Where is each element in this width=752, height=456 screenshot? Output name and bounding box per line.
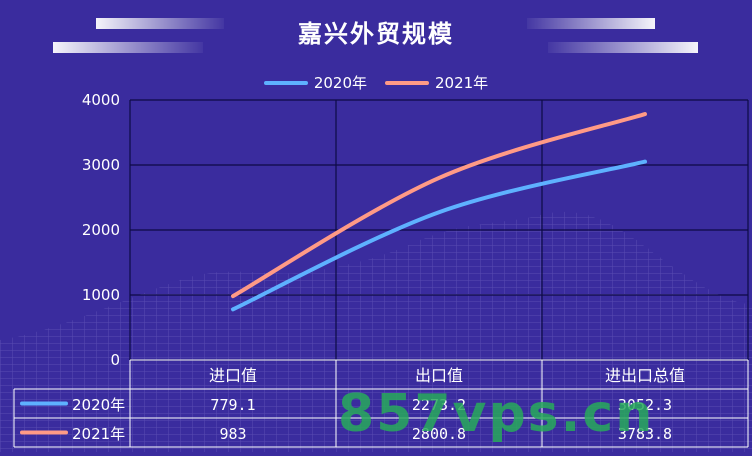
table-row-label: 2020年 bbox=[72, 396, 125, 414]
table-data-cell: 3783.8 bbox=[618, 425, 672, 443]
series-line-2021年 bbox=[231, 112, 647, 299]
table-header-cell: 出口值 bbox=[415, 366, 463, 385]
y-tick-label: 0 bbox=[110, 351, 120, 369]
table-data-cell: 2273.2 bbox=[412, 396, 466, 414]
table-row-label: 2021年 bbox=[72, 425, 125, 443]
title-decoration-bar bbox=[96, 18, 224, 29]
chart-title: 嘉兴外贸规模 bbox=[298, 20, 454, 48]
series-line-2020年 bbox=[231, 159, 647, 312]
y-tick-label: 4000 bbox=[82, 91, 120, 109]
wave-background bbox=[0, 211, 752, 452]
title-decoration-bar bbox=[527, 18, 655, 29]
table-data-cell: 983 bbox=[219, 425, 246, 443]
y-tick-label: 3000 bbox=[82, 156, 120, 174]
table-header-cell: 进出口总值 bbox=[605, 366, 685, 385]
table-header-cell: 进口值 bbox=[209, 366, 257, 385]
legend: 2020年 2021年 bbox=[0, 72, 752, 93]
legend-label-2020: 2020年 bbox=[313, 74, 367, 92]
y-tick-label: 2000 bbox=[82, 221, 120, 239]
table-data-cell: 3052.3 bbox=[618, 396, 672, 414]
legend-label-2021: 2021年 bbox=[435, 74, 489, 92]
y-tick-label: 1000 bbox=[82, 286, 120, 304]
series-lines bbox=[231, 112, 647, 312]
watermark-text: 857vps.cn bbox=[338, 384, 655, 444]
table-data-cell: 779.1 bbox=[210, 396, 255, 414]
legend-swatch-2021 bbox=[385, 80, 429, 85]
title-decoration-bar bbox=[53, 42, 203, 53]
legend-item-2021: 2021年 bbox=[385, 72, 488, 93]
data-table: 进口值 出口值 进出口总值 2020年 779.1 2273.2 3052.3 2021年 98… bbox=[13, 359, 749, 448]
y-axis-ticks: 0 1000 2000 3000 4000 bbox=[82, 91, 120, 369]
table-data-cell: 2800.8 bbox=[412, 425, 466, 443]
legend-item-2020: 2020年 bbox=[263, 72, 367, 93]
title-decoration-bar bbox=[548, 42, 698, 53]
legend-swatch-2020 bbox=[263, 80, 308, 85]
